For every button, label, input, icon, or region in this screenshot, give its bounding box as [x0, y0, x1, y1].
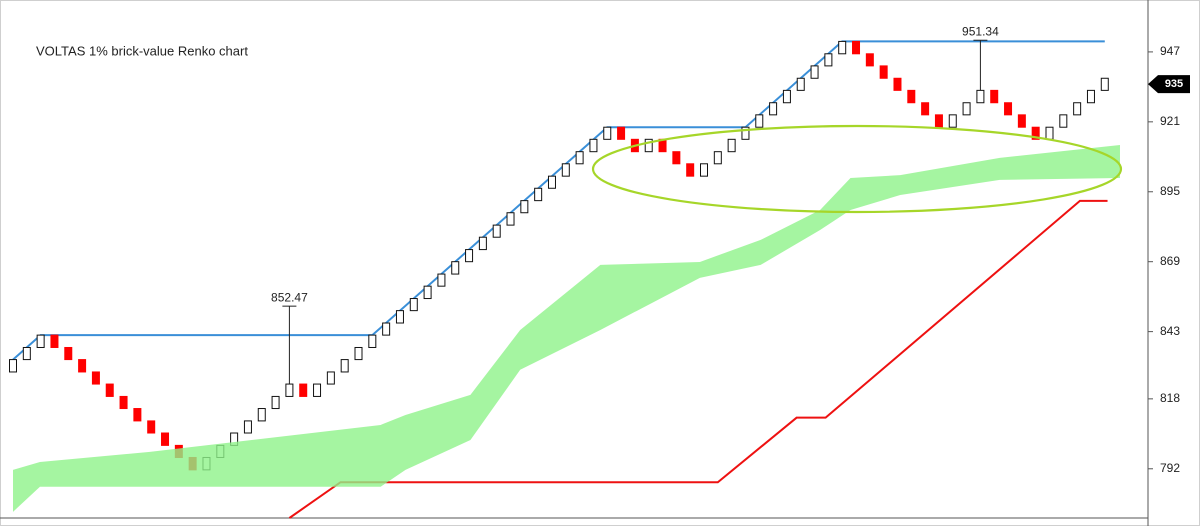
y-tick-label: 869	[1160, 254, 1180, 268]
up-brick	[465, 249, 474, 263]
plot-area: 852.47 951.34	[9, 24, 1120, 519]
up-brick	[575, 151, 584, 165]
y-tick-label: 895	[1160, 184, 1180, 198]
down-brick	[990, 89, 999, 104]
up-brick	[1073, 102, 1082, 116]
down-brick	[105, 383, 114, 397]
up-brick	[22, 346, 31, 361]
up-brick	[36, 334, 45, 348]
up-brick	[603, 126, 612, 140]
up-brick	[824, 53, 833, 67]
up-brick	[340, 359, 349, 373]
up-brick	[409, 298, 418, 312]
up-brick	[243, 420, 252, 434]
up-brick	[451, 261, 460, 275]
up-brick	[9, 359, 17, 373]
up-brick	[755, 114, 764, 128]
up-brick	[395, 310, 404, 324]
up-brick	[492, 224, 501, 238]
down-brick	[686, 163, 695, 177]
down-brick	[672, 151, 681, 165]
down-brick	[161, 432, 170, 446]
down-brick	[1004, 102, 1013, 116]
last-price-label: 935	[1165, 78, 1183, 90]
chart-title: VOLTAS 1% brick-value Renko chart	[36, 43, 248, 58]
down-brick	[299, 383, 308, 397]
y-tick-label: 947	[1160, 44, 1180, 58]
up-brick	[1045, 126, 1054, 140]
up-brick	[368, 334, 377, 348]
up-brick	[1100, 77, 1109, 91]
down-brick	[879, 65, 888, 79]
down-brick	[865, 53, 874, 67]
up-brick	[1086, 89, 1095, 104]
up-brick	[547, 175, 556, 189]
y-tick-label: 843	[1160, 324, 1180, 338]
down-brick	[133, 408, 142, 422]
down-brick	[907, 89, 916, 104]
up-brick	[644, 138, 653, 153]
up-brick	[257, 408, 266, 422]
down-brick	[1031, 126, 1040, 140]
annotation-label: 852.47	[271, 290, 308, 304]
up-brick	[326, 371, 335, 385]
highlight-ellipse	[591, 124, 1123, 214]
up-brick	[962, 102, 971, 116]
down-brick	[119, 395, 128, 410]
up-brick	[769, 102, 778, 116]
down-brick	[921, 102, 930, 116]
down-brick	[617, 126, 626, 140]
down-brick	[64, 346, 73, 361]
down-brick	[147, 420, 156, 434]
up-brick	[782, 89, 791, 104]
up-brick	[271, 395, 280, 410]
up-brick	[506, 212, 515, 226]
up-brick	[382, 322, 391, 336]
up-brick	[796, 77, 805, 91]
cloud-area	[13, 144, 1120, 512]
up-brick	[838, 40, 847, 55]
up-brick	[285, 383, 294, 397]
up-brick	[976, 89, 985, 104]
up-brick	[561, 163, 570, 177]
up-brick	[423, 285, 432, 300]
up-brick	[713, 151, 722, 165]
annotation-label: 951.34	[962, 24, 999, 38]
up-brick	[534, 187, 543, 202]
up-brick	[700, 163, 708, 177]
up-brick	[478, 236, 487, 251]
up-brick	[741, 126, 750, 140]
down-brick	[1017, 114, 1026, 128]
up-brick	[437, 273, 446, 287]
up-brick	[354, 346, 363, 361]
down-brick	[934, 114, 943, 128]
y-tick-label: 792	[1160, 461, 1180, 475]
up-brick	[520, 200, 529, 214]
up-brick	[727, 138, 736, 153]
y-tick-label: 921	[1160, 114, 1180, 128]
down-brick	[852, 40, 861, 55]
down-brick	[50, 334, 59, 348]
up-brick	[948, 114, 957, 128]
up-brick	[313, 383, 322, 397]
down-brick	[91, 371, 100, 385]
last-price-marker	[1148, 75, 1190, 94]
y-tick-label: 818	[1160, 391, 1180, 405]
up-brick	[1059, 114, 1068, 128]
down-brick	[893, 77, 902, 91]
up-brick	[810, 65, 819, 79]
down-brick	[78, 359, 87, 373]
up-brick	[589, 138, 598, 153]
